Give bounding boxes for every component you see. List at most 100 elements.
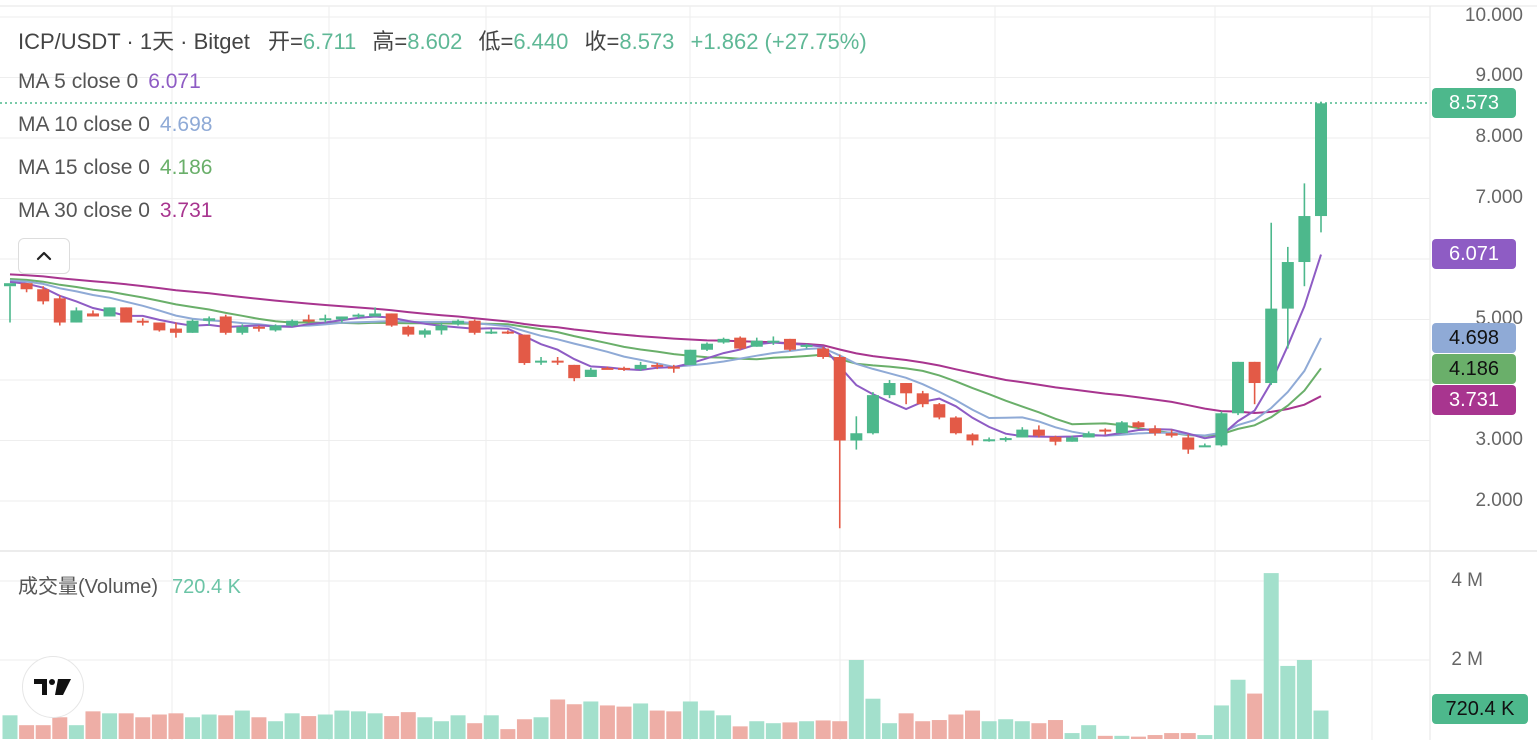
candle[interactable] [402, 325, 415, 337]
candle[interactable] [4, 283, 16, 323]
candle[interactable] [1232, 361, 1245, 416]
candle[interactable] [1082, 431, 1095, 438]
candle[interactable] [551, 357, 564, 365]
candle[interactable] [949, 416, 962, 435]
candle[interactable] [651, 363, 664, 370]
ma5-legend[interactable]: MA 5 close 0 6.071 [18, 70, 201, 94]
candle[interactable] [1315, 101, 1327, 233]
candle[interactable] [1248, 361, 1261, 405]
candle[interactable] [452, 319, 465, 326]
candle[interactable] [236, 324, 249, 335]
candle[interactable] [601, 366, 614, 370]
candle[interactable] [750, 337, 763, 347]
candle[interactable] [983, 437, 996, 442]
candle[interactable] [700, 342, 713, 351]
candle[interactable] [120, 307, 133, 323]
candle[interactable] [385, 313, 398, 327]
candle[interactable] [717, 337, 730, 344]
candle[interactable] [1265, 222, 1278, 385]
candle[interactable] [1016, 427, 1029, 438]
candle[interactable] [1066, 435, 1079, 442]
price-tick: 10.000 [1464, 5, 1523, 26]
candle[interactable] [1281, 246, 1294, 349]
ma15-label: MA 15 close 0 [18, 156, 150, 179]
candle[interactable] [319, 314, 332, 323]
volume-bar [85, 711, 101, 739]
candle[interactable] [468, 319, 481, 335]
ma10-legend[interactable]: MA 10 close 0 4.698 [18, 113, 212, 137]
candle[interactable] [435, 322, 448, 335]
candle[interactable] [667, 364, 680, 373]
candle[interactable] [535, 357, 548, 365]
candle[interactable] [817, 346, 830, 359]
candle[interactable] [186, 319, 199, 333]
volume-bar [52, 717, 68, 739]
candle[interactable] [136, 318, 149, 326]
candle[interactable] [485, 328, 498, 335]
candle[interactable] [1198, 443, 1211, 448]
candle[interactable] [1215, 411, 1228, 447]
candle[interactable] [1032, 425, 1045, 438]
candle[interactable] [900, 383, 913, 405]
candle[interactable] [518, 334, 531, 365]
candle[interactable] [1049, 435, 1062, 446]
price-tick: 7.000 [1475, 187, 1523, 208]
candle[interactable] [833, 354, 846, 529]
candle[interactable] [916, 390, 929, 408]
volume-bar [433, 721, 449, 739]
candle[interactable] [352, 313, 365, 319]
ohlc-header: ICP/USDT · 1天 · Bitget 开=6.711 高=8.602 低… [18, 24, 867, 56]
candle[interactable] [684, 349, 697, 365]
candle[interactable] [1149, 425, 1162, 436]
candle[interactable] [1182, 434, 1195, 454]
candle[interactable] [1099, 428, 1112, 435]
candle[interactable] [252, 325, 265, 332]
candle[interactable] [37, 286, 50, 305]
candle[interactable] [1115, 421, 1128, 434]
volume-bar [483, 715, 499, 739]
candle[interactable] [800, 343, 813, 349]
candle[interactable] [883, 380, 896, 399]
candle[interactable] [269, 324, 282, 332]
candle[interactable] [286, 319, 299, 327]
candle[interactable] [767, 336, 780, 345]
candle[interactable] [369, 307, 382, 317]
candle[interactable] [203, 316, 216, 326]
candle[interactable] [335, 316, 348, 323]
candle[interactable] [219, 314, 232, 335]
collapse-legend-button[interactable] [18, 238, 70, 274]
candle[interactable] [103, 307, 116, 317]
candle[interactable] [1132, 421, 1145, 429]
candle[interactable] [783, 338, 796, 351]
candle[interactable] [568, 364, 581, 382]
candle[interactable] [86, 310, 99, 317]
ma15-price-tag: 4.186 [1432, 354, 1516, 384]
ma15-legend[interactable]: MA 15 close 0 4.186 [18, 156, 212, 180]
candle[interactable] [1165, 429, 1178, 438]
candle[interactable] [584, 367, 597, 377]
candle[interactable] [634, 361, 647, 371]
candle[interactable] [70, 307, 83, 323]
candle[interactable] [501, 330, 514, 335]
candle[interactable] [850, 416, 863, 450]
volume-bar [102, 713, 118, 739]
candle[interactable] [20, 283, 33, 293]
candle[interactable] [302, 314, 315, 323]
candle[interactable] [418, 328, 431, 338]
candle[interactable] [53, 295, 66, 326]
candle[interactable] [866, 392, 879, 435]
tradingview-logo[interactable] [22, 656, 84, 718]
volume-bar [185, 717, 201, 739]
candle[interactable] [169, 322, 182, 338]
candle[interactable] [933, 402, 946, 420]
candle[interactable] [1298, 183, 1311, 287]
volume-legend[interactable]: 成交量(Volume) 720.4 K [18, 570, 241, 599]
candle[interactable] [999, 436, 1012, 442]
candle[interactable] [734, 336, 747, 350]
candle[interactable] [618, 366, 631, 371]
volume-bar [118, 713, 134, 739]
candle[interactable] [153, 322, 166, 332]
candle[interactable] [966, 433, 979, 446]
ma30-legend[interactable]: MA 30 close 0 3.731 [18, 199, 212, 223]
